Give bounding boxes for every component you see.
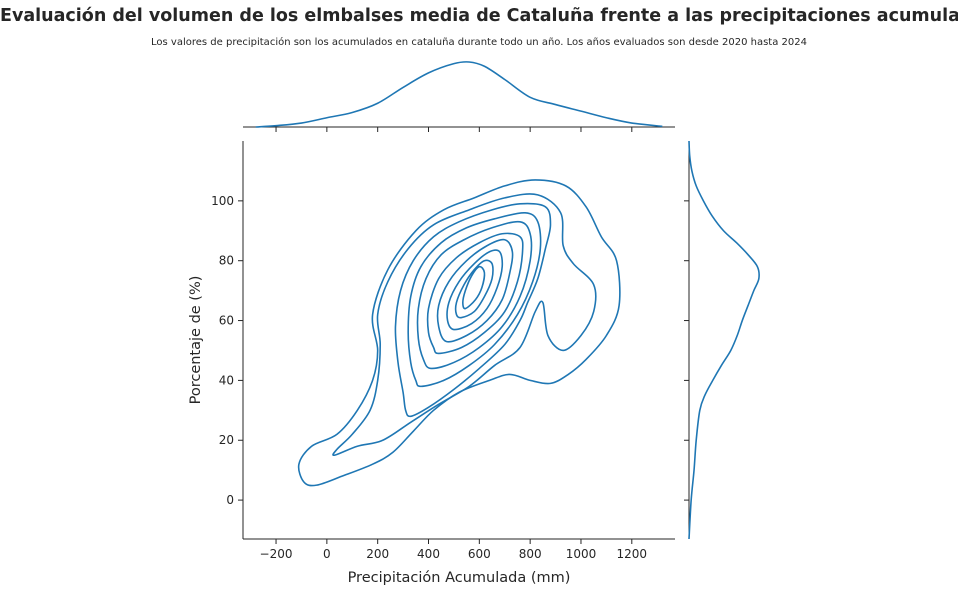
kde-contour-level xyxy=(332,193,597,457)
x-tick-label: 600 xyxy=(468,547,491,561)
marginal-y-ticks xyxy=(684,200,689,501)
y-tick-label: 60 xyxy=(219,314,234,328)
chart-subtitle: Los valores de precipitación son los acu… xyxy=(151,37,807,48)
y-tick-label: 80 xyxy=(219,254,234,268)
y-tick-label: 20 xyxy=(219,433,234,447)
y-tick-label: 100 xyxy=(211,194,234,208)
marginal-y-axes xyxy=(684,140,760,540)
x-axis-label: Precipitación Acumulada (mm) xyxy=(348,570,571,586)
kde-contours xyxy=(297,179,621,487)
chart-title: Evaluación del volumen de los elmbalses … xyxy=(0,6,958,26)
marginal-y-density xyxy=(688,140,760,540)
y-tick-label: 40 xyxy=(219,373,234,387)
marginal-x-density xyxy=(255,61,663,128)
y-tick-label: 0 xyxy=(226,493,234,507)
y-axis-label: Porcentaje de (%) xyxy=(188,276,204,405)
kde-contour-level xyxy=(394,202,552,418)
x-tick-label: 1200 xyxy=(617,547,648,561)
x-tick-label: 200 xyxy=(366,547,389,561)
y-ticks: 0 20 40 60 80 100 xyxy=(211,194,243,507)
marginal-x-axes xyxy=(243,61,675,132)
x-tick-label: −200 xyxy=(260,547,293,561)
kde-contour-level xyxy=(462,265,486,310)
kde-contour-level xyxy=(416,220,533,370)
kde-contour-level xyxy=(436,238,514,343)
kde-contour-level xyxy=(407,212,542,388)
kde-contour-level xyxy=(454,259,494,319)
marginal-x-ticks xyxy=(275,127,633,132)
x-tick-label: 400 xyxy=(417,547,440,561)
joint-axes: −200 0 200 400 600 800 1000 1200 0 20 40 60 80 100 P… xyxy=(188,141,675,586)
x-tick-label: 800 xyxy=(519,547,542,561)
x-ticks: −200 0 200 400 600 800 1000 1200 xyxy=(260,539,648,561)
x-tick-label: 0 xyxy=(323,547,331,561)
x-tick-label: 1000 xyxy=(566,547,597,561)
kde-contour-level xyxy=(446,249,504,331)
kde-contour-level xyxy=(426,232,524,355)
